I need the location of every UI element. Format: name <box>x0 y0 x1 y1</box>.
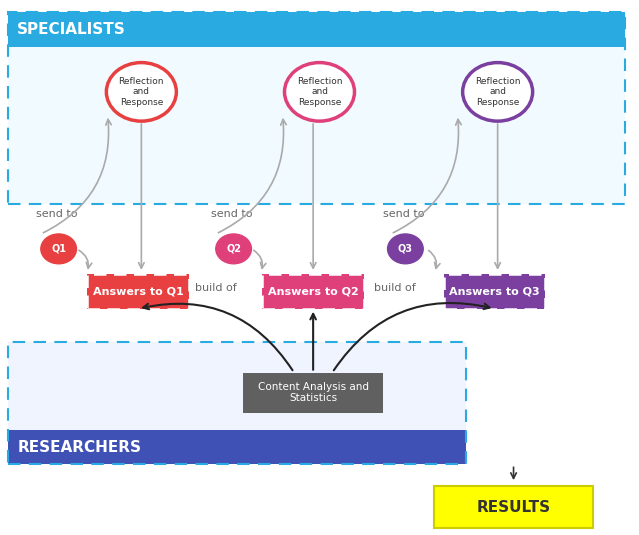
FancyBboxPatch shape <box>8 12 625 204</box>
FancyArrowPatch shape <box>43 119 111 233</box>
Text: Q1: Q1 <box>51 244 66 254</box>
Circle shape <box>284 63 355 121</box>
FancyArrowPatch shape <box>139 124 144 268</box>
FancyBboxPatch shape <box>443 274 545 309</box>
Text: Reflection
and
Response: Reflection and Response <box>475 77 520 107</box>
Text: Reflection
and
Response: Reflection and Response <box>119 77 164 107</box>
Text: Reflection
and
Response: Reflection and Response <box>296 77 343 107</box>
FancyArrowPatch shape <box>311 124 316 268</box>
Text: build of: build of <box>374 282 415 293</box>
Text: Answers to Q1: Answers to Q1 <box>93 286 183 296</box>
FancyArrowPatch shape <box>495 124 500 268</box>
FancyArrowPatch shape <box>254 250 266 269</box>
FancyArrowPatch shape <box>334 303 489 370</box>
Text: RESULTS: RESULTS <box>477 500 551 515</box>
Text: Q2: Q2 <box>226 244 241 254</box>
FancyBboxPatch shape <box>243 372 383 412</box>
FancyArrowPatch shape <box>511 467 516 478</box>
Text: SPECIALISTS: SPECIALISTS <box>17 22 126 37</box>
Text: build of: build of <box>196 282 237 293</box>
Text: Content Analysis and
Statistics: Content Analysis and Statistics <box>258 382 369 403</box>
Circle shape <box>388 234 423 264</box>
FancyBboxPatch shape <box>8 342 466 464</box>
Text: Q3: Q3 <box>398 244 413 254</box>
Text: send to: send to <box>212 209 253 219</box>
FancyArrowPatch shape <box>79 250 92 268</box>
Text: Answers to Q2: Answers to Q2 <box>268 286 358 296</box>
Circle shape <box>106 63 176 121</box>
FancyBboxPatch shape <box>434 486 593 528</box>
Circle shape <box>41 234 77 264</box>
Circle shape <box>463 63 533 121</box>
FancyBboxPatch shape <box>8 12 625 47</box>
FancyBboxPatch shape <box>262 274 364 309</box>
FancyArrowPatch shape <box>219 119 286 233</box>
FancyBboxPatch shape <box>8 430 466 464</box>
Text: Answers to Q3: Answers to Q3 <box>449 286 540 296</box>
Text: RESEARCHERS: RESEARCHERS <box>17 440 141 455</box>
Text: send to: send to <box>36 209 78 219</box>
FancyBboxPatch shape <box>88 274 189 309</box>
FancyArrowPatch shape <box>429 250 440 269</box>
FancyArrowPatch shape <box>393 119 461 233</box>
Circle shape <box>216 234 251 264</box>
Text: send to: send to <box>383 209 425 219</box>
FancyArrowPatch shape <box>143 304 293 370</box>
FancyArrowPatch shape <box>311 314 316 370</box>
